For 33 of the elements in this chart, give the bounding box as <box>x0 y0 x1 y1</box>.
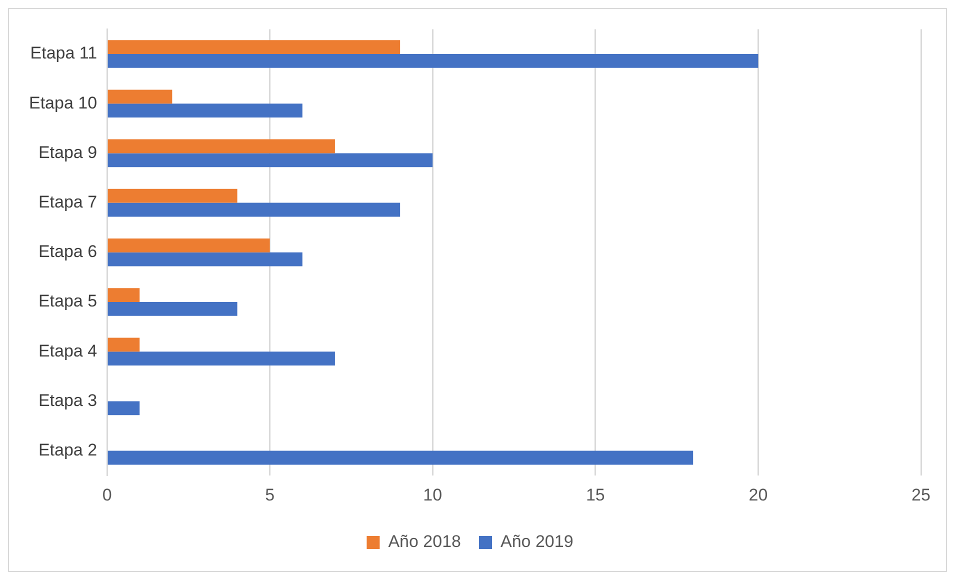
bar <box>108 202 400 217</box>
bar <box>108 90 172 104</box>
bar <box>108 54 758 68</box>
y-tick-label: Etapa 9 <box>38 142 98 162</box>
x-tick-label: 0 <box>102 485 112 504</box>
x-tick-label: 5 <box>265 485 275 504</box>
bar <box>108 153 433 168</box>
bar <box>108 139 335 154</box>
y-tick-label: Etapa 4 <box>38 341 98 360</box>
y-tick-label: Etapa 7 <box>38 192 98 212</box>
y-tick-label: Etapa 10 <box>28 93 98 112</box>
bar <box>108 188 238 203</box>
y-tick-label: Etapa 2 <box>38 440 98 460</box>
x-tick-label: 10 <box>423 485 442 504</box>
y-tick-label: Etapa 6 <box>38 242 98 262</box>
bar <box>108 352 335 366</box>
bar <box>108 450 694 465</box>
bar <box>108 401 140 416</box>
bar <box>108 104 302 118</box>
legend-label: Año 2019 <box>500 532 574 552</box>
legend-label: Año 2018 <box>388 532 462 552</box>
bar <box>108 302 238 316</box>
x-tick-label: 25 <box>912 485 930 504</box>
y-tick-label: Etapa 11 <box>30 44 98 63</box>
bar <box>108 238 270 252</box>
bar <box>108 288 140 302</box>
bar <box>108 338 140 352</box>
y-tick-label: Etapa 5 <box>38 292 98 311</box>
x-tick-label: 15 <box>586 485 605 504</box>
bar <box>108 252 302 266</box>
bar <box>108 40 400 54</box>
y-tick-label: Etapa 3 <box>38 390 98 410</box>
x-tick-label: 20 <box>748 485 768 504</box>
